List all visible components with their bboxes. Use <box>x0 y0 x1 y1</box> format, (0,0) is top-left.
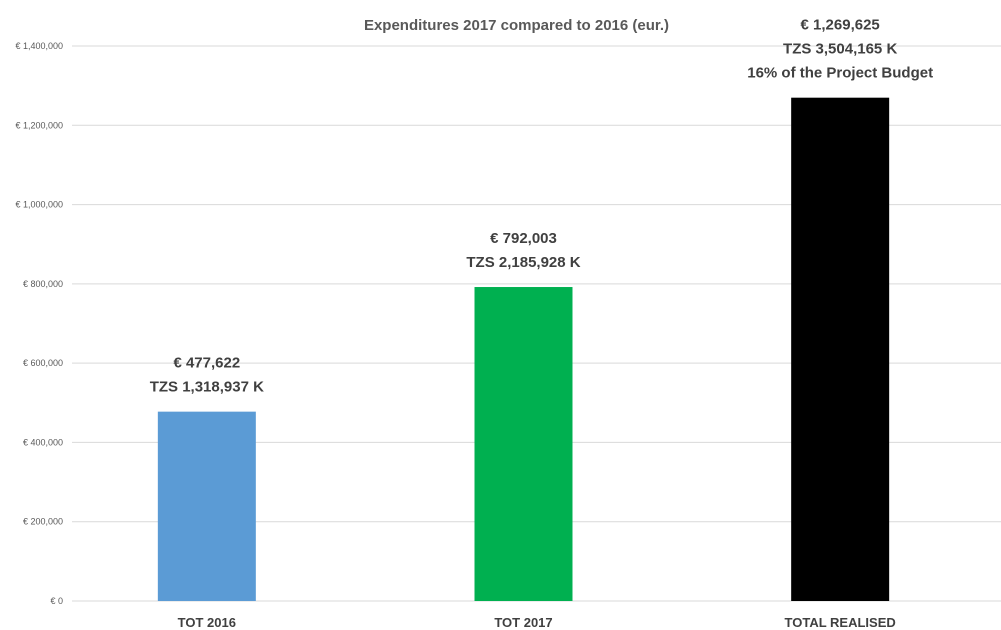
y-tick-label: € 1,000,000 <box>15 200 63 210</box>
data-label: € 1,269,625 <box>801 17 880 34</box>
y-tick-label: € 800,000 <box>23 279 63 289</box>
x-tick-label: TOTAL REALISED <box>785 615 896 630</box>
x-tick-label: TOT 2017 <box>494 615 552 630</box>
y-tick-label: € 600,000 <box>23 358 63 368</box>
bar <box>474 287 573 601</box>
data-label: TZS 1,318,937 K <box>150 379 264 396</box>
chart-title: Expenditures 2017 compared to 2016 (eur.… <box>363 17 670 34</box>
data-label: TZS 2,185,928 K <box>466 254 580 271</box>
x-tick-label: TOT 2016 <box>178 615 236 630</box>
y-tick-label: € 1,400,000 <box>15 41 63 51</box>
data-label: TZS 3,504,165 K <box>783 41 897 58</box>
data-label: € 477,622 <box>173 355 240 372</box>
y-tick-label: € 1,200,000 <box>15 120 63 130</box>
data-label: 16% of the Project Budget <box>747 65 933 82</box>
y-tick-label: € 0 <box>50 596 63 606</box>
y-tick-label: € 200,000 <box>23 517 63 527</box>
bar <box>791 97 890 601</box>
data-label: € 792,003 <box>490 230 557 247</box>
bar <box>157 411 256 601</box>
y-tick-label: € 400,000 <box>23 437 63 447</box>
